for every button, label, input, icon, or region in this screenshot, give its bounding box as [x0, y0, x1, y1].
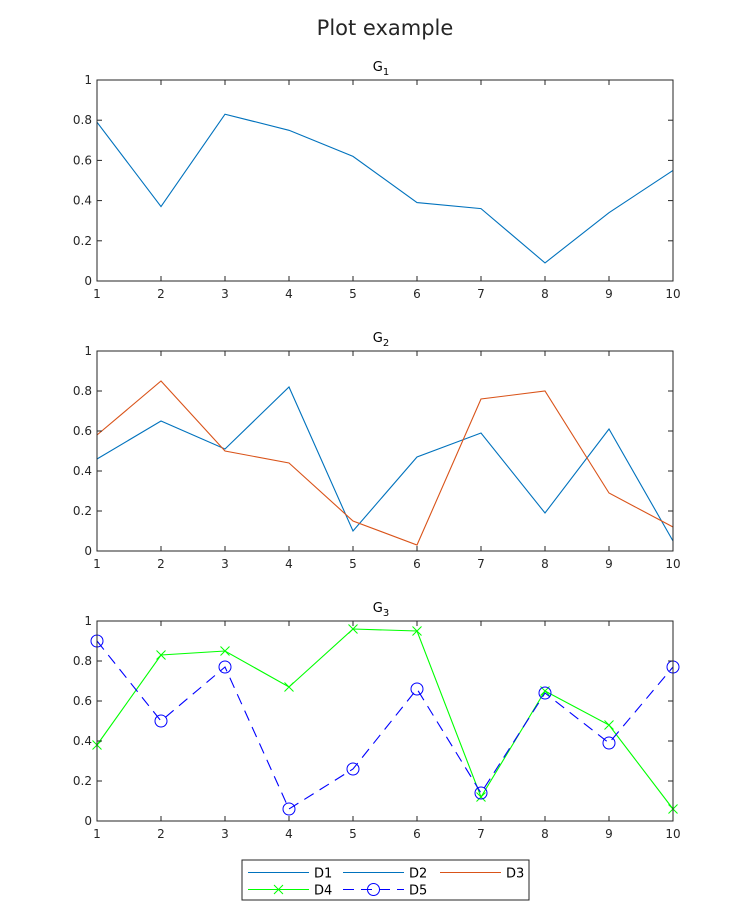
y-tick-label: 0.6 [73, 694, 92, 708]
x-tick-label: 7 [477, 557, 485, 571]
x-tick-label: 4 [285, 827, 293, 841]
circle-marker-icon [282, 802, 296, 816]
series-line [96, 640, 674, 810]
circle-marker-icon [218, 660, 232, 674]
x-marker-icon [604, 720, 614, 730]
y-tick-label: 0.4 [73, 194, 92, 208]
circle-marker-icon [602, 736, 616, 750]
legend-entry-d4[interactable]: D4 [248, 884, 332, 899]
x-tick-label: 2 [157, 557, 165, 571]
x-tick-label: 7 [477, 827, 485, 841]
x-tick-label: 4 [285, 557, 293, 571]
x-tick-label: 9 [605, 827, 613, 841]
x-tick-label: 2 [157, 827, 165, 841]
series-d2 [96, 386, 674, 542]
x-tick-label: 6 [413, 557, 421, 571]
x-tick-label: 3 [221, 827, 229, 841]
legend-entry-d1[interactable]: D1 [248, 867, 332, 882]
legend-box [241, 859, 530, 901]
x-marker-icon [412, 626, 422, 636]
axes-box [96, 79, 674, 282]
x-marker-icon [273, 884, 284, 895]
circle-marker-icon [346, 762, 360, 776]
y-tick-label: 0.6 [73, 424, 92, 438]
x-marker-icon [348, 624, 358, 634]
x-tick-label: 1 [93, 557, 101, 571]
x-marker-icon [220, 646, 230, 656]
y-tick-label: 0.2 [73, 504, 92, 518]
legend-entry-d3[interactable]: D3 [440, 867, 524, 882]
y-tick-label: 0.8 [73, 654, 92, 668]
x-marker-icon [476, 792, 486, 802]
x-tick-label: 1 [93, 287, 101, 301]
legend: D1 D2 D3 D4 D5 [241, 859, 530, 901]
circle-marker-icon [154, 714, 168, 728]
series-line [96, 113, 674, 264]
y-tick-label: 1 [84, 614, 92, 628]
x-tick-label: 5 [349, 827, 357, 841]
x-tick-label: 8 [541, 827, 549, 841]
axes-title: G2 [373, 331, 389, 349]
y-tick-label: 1 [84, 73, 92, 87]
x-tick-label: 10 [665, 827, 680, 841]
x-tick-label: 8 [541, 287, 549, 301]
legend-entry-d2[interactable]: D2 [343, 867, 427, 882]
x-marker-icon [156, 650, 166, 660]
y-tick-label: 0 [84, 274, 92, 288]
x-tick-label: 10 [665, 287, 680, 301]
y-tick-label: 0.8 [73, 384, 92, 398]
y-tick-label: 0 [84, 544, 92, 558]
series-line [96, 380, 674, 546]
x-tick-label: 1 [93, 827, 101, 841]
y-tick-label: 0.4 [73, 734, 92, 748]
legend-label: D3 [506, 867, 524, 882]
series-line [96, 386, 674, 542]
x-tick-label: 2 [157, 287, 165, 301]
circle-marker-icon [367, 883, 380, 896]
axes-g2: G2 1 2 3 4 5 6 7 8 9 10 0 0.2 0.4 0.6 0.8 1 [73, 331, 681, 571]
legend-label: D1 [314, 867, 332, 882]
circle-marker-icon [410, 682, 424, 696]
y-tick-label: 0.8 [73, 113, 92, 127]
y-tick-label: 0.2 [73, 234, 92, 248]
series-d3 [96, 380, 674, 546]
axes-g1: G1 1 2 3 4 5 6 7 8 9 10 0 0.2 0.4 0.6 0.8 1 [73, 60, 681, 301]
x-tick-label: 9 [605, 287, 613, 301]
y-tick-label: 1 [84, 344, 92, 358]
series-line [96, 628, 674, 810]
legend-label: D2 [409, 867, 427, 882]
circle-marker-icon [474, 786, 488, 800]
x-tick-label: 9 [605, 557, 613, 571]
series-d4 [92, 624, 678, 814]
x-marker-icon [284, 682, 294, 692]
y-tick-label: 0.6 [73, 153, 92, 167]
y-tick-label: 0.2 [73, 774, 92, 788]
y-tick-label: 0.4 [73, 464, 92, 478]
series-d1 [96, 113, 674, 264]
x-tick-label: 6 [413, 287, 421, 301]
x-tick-label: 8 [541, 557, 549, 571]
axes-box [96, 620, 674, 822]
axes-title: G1 [373, 60, 389, 78]
axes-title: G3 [373, 601, 389, 619]
x-tick-label: 4 [285, 287, 293, 301]
axes-g3: G3 1 2 3 4 5 6 7 8 9 10 0 0.2 0.4 0.6 0.8 1 [73, 601, 681, 841]
axes-box [96, 350, 674, 552]
x-tick-label: 6 [413, 827, 421, 841]
y-tick-label: 0 [84, 814, 92, 828]
x-tick-label: 3 [221, 557, 229, 571]
legend-label: D4 [314, 884, 332, 899]
x-tick-label: 7 [477, 287, 485, 301]
figure-title: Plot example [316, 16, 454, 40]
legend-label: D5 [409, 884, 427, 899]
circle-marker-icon [538, 686, 552, 700]
x-tick-label: 5 [349, 287, 357, 301]
x-tick-label: 10 [665, 557, 680, 571]
x-tick-label: 5 [349, 557, 357, 571]
legend-entry-d5[interactable]: D5 [343, 883, 427, 899]
x-tick-label: 3 [221, 287, 229, 301]
series-d5 [90, 634, 680, 816]
